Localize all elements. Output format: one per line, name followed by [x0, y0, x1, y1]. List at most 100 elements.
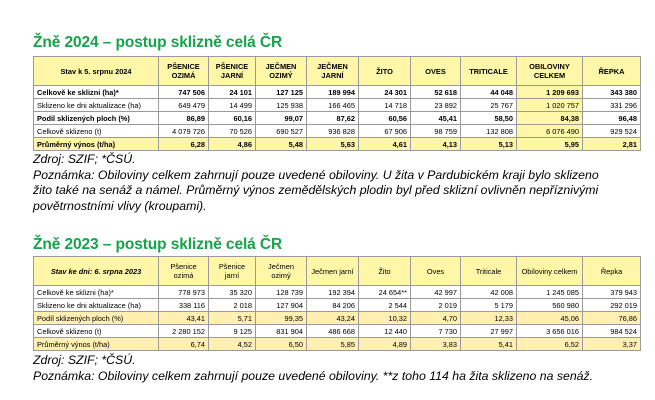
table-cell: 24 654** — [358, 285, 411, 299]
table-cell: 43,24 — [306, 311, 359, 325]
table-cell: 7 730 — [410, 324, 461, 338]
table-row: Celkově sklizeno (t) 2 280 152 9 125 831… — [33, 324, 641, 338]
table-cell: 4,52 — [208, 337, 256, 351]
table-cell: 5,71 — [208, 311, 256, 325]
table-cell: 6,74 — [158, 337, 209, 351]
table-cell: 60,56 — [358, 111, 411, 125]
table-row: Celkově ke sklizni (ha)* 747 506 24 101 … — [33, 85, 641, 99]
table-cell: 6,52 — [516, 337, 583, 351]
row-label: Podíl sklizených ploch (%) — [33, 311, 159, 325]
table-cell: 10,32 — [358, 311, 411, 325]
table-header-row: Stav k 5. srpnu 2024 PŠENICE OZIMÁ PŠENI… — [33, 56, 641, 86]
table-cell: 929 524 — [582, 124, 641, 138]
table-cell: 4,61 — [358, 137, 411, 151]
header-cell: OVES — [410, 56, 461, 86]
table-cell: 3 656 016 — [516, 324, 583, 338]
header-cell: JEČMEN OZIMÝ — [255, 56, 307, 86]
table-cell: 690 527 — [255, 124, 307, 138]
table-cell: 9 125 — [208, 324, 256, 338]
table-row: Podíl sklizených ploch (%) 86,89 60,16 9… — [33, 111, 641, 125]
note-line: Poznámka: Obiloviny celkem zahrnují pouz… — [33, 368, 594, 383]
header-cell: ŽITO — [358, 56, 411, 86]
table-cell: 649 479 — [158, 98, 209, 112]
table-cell: 12 440 — [358, 324, 411, 338]
header-cell: ŘEPKA — [582, 56, 641, 86]
table-cell: 6,50 — [255, 337, 307, 351]
table-cell: 189 994 — [306, 85, 359, 99]
table-cell: 86,89 — [158, 111, 209, 125]
table-cell: 84,38 — [516, 111, 583, 125]
table-cell: 5 179 — [460, 298, 517, 312]
table-row: Průměrný výnos (t/ha) 6,28 4,86 5,48 5,6… — [33, 137, 641, 151]
table-cell: 3,83 — [410, 337, 461, 351]
table-cell: 1 245 085 — [516, 285, 583, 299]
row-label: Celkově sklizeno (t) — [33, 324, 159, 338]
header-cell: JEČMEN JARNÍ — [306, 56, 359, 86]
table-cell: 132 808 — [460, 124, 517, 138]
table-cell: 128 739 — [255, 285, 307, 299]
table-cell: 12,33 — [460, 311, 517, 325]
table-cell: 5,48 — [255, 137, 307, 151]
row-label: Průměrný výnos (t/ha) — [33, 137, 159, 151]
table-cell: 192 394 — [306, 285, 359, 299]
table-cell: 5,41 — [460, 337, 517, 351]
table-cell: 3,37 — [582, 337, 641, 351]
table-row: Sklizeno ke dni aktualizace (ha) 338 116… — [33, 298, 641, 312]
header-cell: Oves — [410, 256, 461, 286]
section-2024-title: Žně 2024 – postup sklizně celá ČR — [33, 34, 283, 51]
header-cell: PŠENICE JARNÍ — [208, 56, 256, 86]
row-label: Celkově ke sklizni (ha)* — [33, 85, 159, 99]
table-row: Celkově sklizeno (t) 4 079 726 70 526 69… — [33, 124, 641, 138]
table-cell: 4,13 — [410, 137, 461, 151]
table-cell: 4,70 — [410, 311, 461, 325]
row-label: Sklizeno ke dni aktualizace (ha) — [33, 98, 159, 112]
table-cell: 379 943 — [582, 285, 641, 299]
row-label: Sklizeno ke dni aktualizace (ha) — [33, 298, 159, 312]
header-cell: Triticale — [460, 256, 517, 286]
table-cell: 4,89 — [358, 337, 411, 351]
table-cell: 127 125 — [255, 85, 307, 99]
table-cell: 1 209 693 — [516, 85, 583, 99]
table-cell: 42 008 — [460, 285, 517, 299]
table-cell: 984 524 — [582, 324, 641, 338]
table-row: Podíl sklizených ploch (%) 43,41 5,71 99… — [33, 311, 641, 325]
header-cell: Pšenice ozimá — [158, 256, 209, 286]
table-cell: 43,41 — [158, 311, 209, 325]
note-line: povětrnostními vlivy (kroupami). — [33, 198, 207, 213]
table-cell: 2 019 — [410, 298, 461, 312]
row-label: Celkově ke sklizni (ha)* — [33, 285, 159, 299]
table-cell: 14 499 — [208, 98, 256, 112]
table-cell: 2 280 152 — [158, 324, 209, 338]
section-2023-title: Žně 2023 – postup sklizně celá ČR — [33, 236, 283, 253]
table-cell: 67 906 — [358, 124, 411, 138]
header-cell: Žito — [358, 256, 411, 286]
table-cell: 58,50 — [460, 111, 517, 125]
table-cell: 5,13 — [460, 137, 517, 151]
table-cell: 27 997 — [460, 324, 517, 338]
table-cell: 96,48 — [582, 111, 641, 125]
table-cell: 60,16 — [208, 111, 256, 125]
source-note-2023: Zdroj: SZIF; *ČSÚ. Poznámka: Obiloviny c… — [33, 353, 593, 384]
table-cell: 331 296 — [582, 98, 641, 112]
table-cell: 5,95 — [516, 137, 583, 151]
table-cell: 52 618 — [410, 85, 461, 99]
table-cell: 6 076 490 — [516, 124, 583, 138]
table-cell: 560 980 — [516, 298, 583, 312]
header-cell: Stav ke dni: 6. srpna 2023 — [33, 256, 159, 286]
table-cell: 2 018 — [208, 298, 256, 312]
table-cell: 44 048 — [460, 85, 517, 99]
table-cell: 35 320 — [208, 285, 256, 299]
table-row: Sklizeno ke dni aktualizace (ha) 649 479… — [33, 98, 641, 112]
table-cell: 831 904 — [255, 324, 307, 338]
table-cell: 6,28 — [158, 137, 209, 151]
source-line: Zdroj: SZIF; *ČSÚ. — [33, 152, 136, 166]
table-header-row: Stav ke dni: 6. srpna 2023 Pšenice ozimá… — [33, 256, 641, 286]
table-cell: 25 767 — [460, 98, 517, 112]
table-cell: 2,81 — [582, 137, 641, 151]
table-cell: 84 206 — [306, 298, 359, 312]
table-cell: 125 938 — [255, 98, 307, 112]
table-cell: 127 904 — [255, 298, 307, 312]
table-cell: 87,62 — [306, 111, 359, 125]
table-cell: 1 020 757 — [516, 98, 583, 112]
table-cell: 98 759 — [410, 124, 461, 138]
